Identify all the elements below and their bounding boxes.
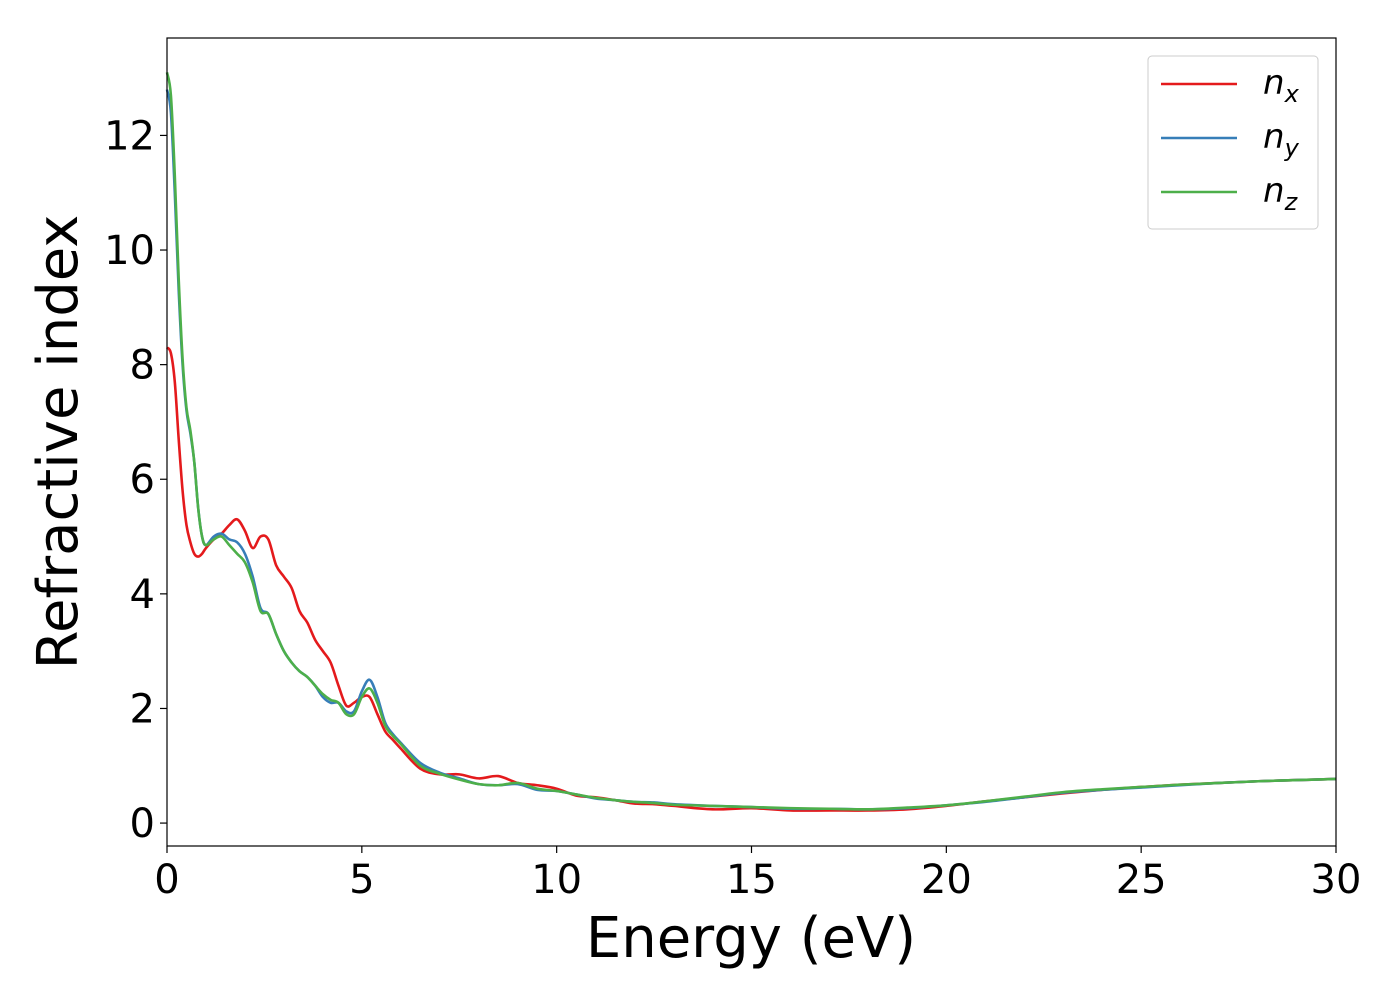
legend: nx ny nz [1147,55,1319,230]
x-tick-label: 0 [154,857,179,903]
y-tick-label: 4 [130,572,155,618]
y-axis-ticks: 0 2 4 6 8 10 12 [104,113,167,847]
legend-label-n-y: ny [1263,117,1300,162]
legend-label-n-z: nz [1263,171,1299,216]
x-tick-label: 25 [1116,857,1167,903]
x-axis-ticks: 0 5 10 15 20 25 30 [154,846,1361,903]
series-line-n-x [165,346,1337,812]
y-tick-label: 2 [130,686,155,732]
y-tick-label: 10 [104,228,155,274]
y-tick-label: 6 [130,457,155,503]
legend-entries: nx ny nz [1161,63,1300,216]
series-layer [165,72,1337,812]
y-axis-label: Refractive index [26,215,91,670]
x-axis-label: Energy (eV) [586,906,916,971]
legend-frame [1147,55,1319,230]
x-tick-label: 5 [349,857,374,903]
x-tick-label: 30 [1311,857,1362,903]
y-tick-label: 8 [130,343,155,389]
legend-label-n-x: nx [1263,63,1300,108]
series-line-n-z [165,72,1337,811]
y-tick-label: 12 [104,113,155,159]
x-tick-label: 10 [531,857,582,903]
x-tick-label: 20 [921,857,972,903]
y-tick-label: 0 [130,801,155,847]
x-tick-label: 15 [726,857,777,903]
